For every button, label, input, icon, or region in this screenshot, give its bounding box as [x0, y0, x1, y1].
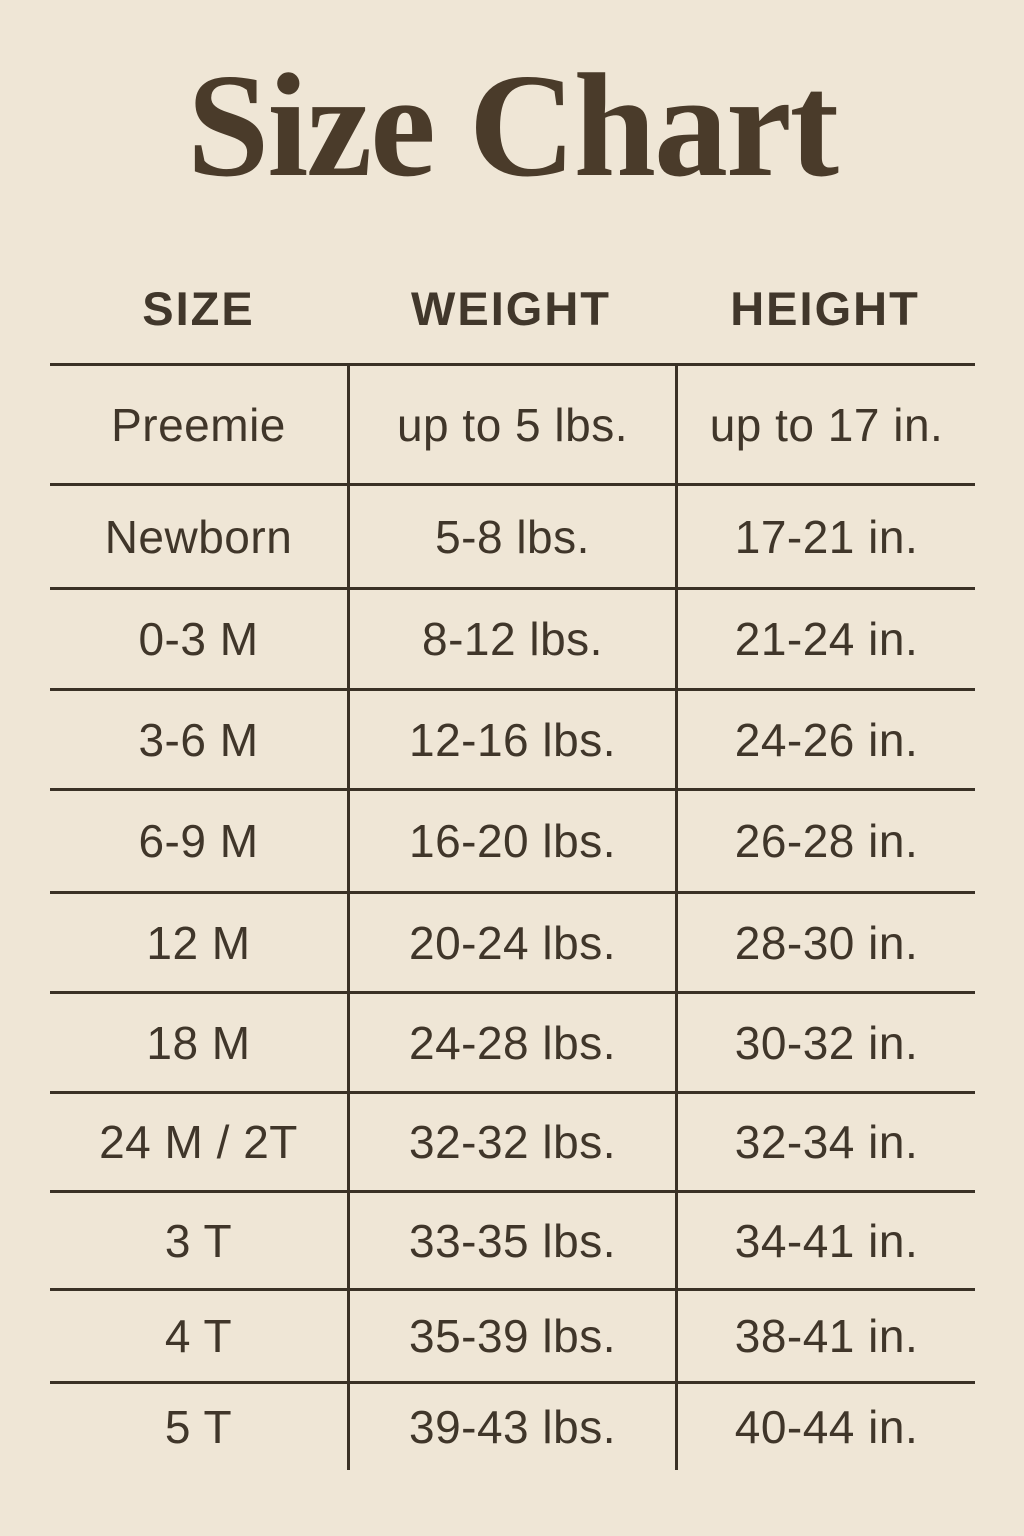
header-height: HEIGHT: [730, 281, 920, 335]
weight-cell: 33-35 lbs.: [347, 1193, 675, 1288]
height-cell: 17-21 in.: [675, 486, 975, 587]
weight-cell: 39-43 lbs.: [347, 1384, 675, 1470]
size-cell: 3-6 M: [138, 713, 259, 766]
table-row: 0-3 M 8-12 lbs. 21-24 in.: [50, 590, 975, 691]
weight-cell: up to 5 lbs.: [347, 366, 675, 483]
weight-cell: 24-28 lbs.: [347, 994, 675, 1091]
height-cell: 34-41 in.: [675, 1193, 975, 1288]
table-row: 5 T 39-43 lbs. 40-44 in.: [50, 1384, 975, 1470]
weight-cell: 12-16 lbs.: [347, 691, 675, 788]
table-header-row: SIZE WEIGHT HEIGHT: [50, 278, 975, 338]
table-row: 24 M / 2T 32-32 lbs. 32-34 in.: [50, 1094, 975, 1193]
height-cell: 24-26 in.: [675, 691, 975, 788]
height-cell: 26-28 in.: [675, 791, 975, 891]
table-row: 12 M 20-24 lbs. 28-30 in.: [50, 894, 975, 994]
size-cell: Preemie: [111, 398, 286, 451]
table-row: Preemie up to 5 lbs. up to 17 in.: [50, 366, 975, 486]
weight-cell: 20-24 lbs.: [347, 894, 675, 991]
table-row: 3-6 M 12-16 lbs. 24-26 in.: [50, 691, 975, 791]
size-cell: 4 T: [164, 1310, 233, 1362]
size-cell: 12 M: [146, 916, 251, 969]
weight-cell: 16-20 lbs.: [347, 791, 675, 891]
height-cell: 32-34 in.: [675, 1094, 975, 1190]
height-cell: 21-24 in.: [675, 590, 975, 688]
size-cell: 5 T: [164, 1401, 233, 1453]
weight-cell: 35-39 lbs.: [347, 1291, 675, 1381]
table-row: 4 T 35-39 lbs. 38-41 in.: [50, 1291, 975, 1384]
weight-cell: 32-32 lbs.: [347, 1094, 675, 1190]
size-cell: 0-3 M: [138, 613, 259, 665]
table-row: 3 T 33-35 lbs. 34-41 in.: [50, 1193, 975, 1291]
size-cell: 6-9 M: [138, 815, 259, 867]
size-cell: Newborn: [104, 510, 293, 563]
size-cell: 24 M / 2T: [99, 1116, 298, 1168]
page-title: Size Chart: [187, 44, 839, 208]
table-row: 18 M 24-28 lbs. 30-32 in.: [50, 994, 975, 1094]
size-cell: 3 T: [164, 1214, 233, 1267]
weight-cell: 8-12 lbs.: [347, 590, 675, 688]
height-cell: up to 17 in.: [675, 366, 975, 483]
size-cell: 18 M: [146, 1016, 251, 1069]
weight-cell: 5-8 lbs.: [347, 486, 675, 587]
header-size: SIZE: [142, 281, 255, 335]
height-cell: 40-44 in.: [675, 1384, 975, 1470]
table-row: 6-9 M 16-20 lbs. 26-28 in.: [50, 791, 975, 894]
height-cell: 30-32 in.: [675, 994, 975, 1091]
size-table: Preemie up to 5 lbs. up to 17 in. Newbor…: [50, 363, 975, 1470]
table-row: Newborn 5-8 lbs. 17-21 in.: [50, 486, 975, 590]
height-cell: 38-41 in.: [675, 1291, 975, 1381]
height-cell: 28-30 in.: [675, 894, 975, 991]
header-weight: WEIGHT: [411, 281, 611, 335]
